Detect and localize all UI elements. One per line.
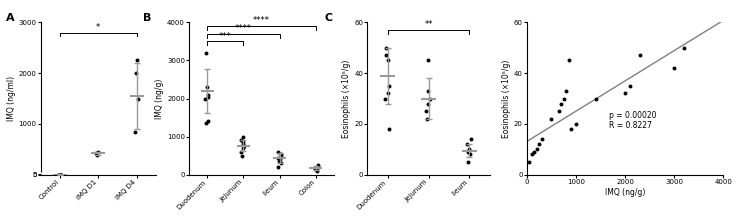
Point bbox=[565, 127, 577, 131]
Point bbox=[200, 97, 211, 100]
Point bbox=[53, 173, 65, 177]
Point bbox=[203, 120, 214, 123]
Point bbox=[236, 154, 248, 157]
Text: p = 0.00020
R = 0.8227: p = 0.00020 R = 0.8227 bbox=[609, 111, 657, 130]
Point bbox=[531, 148, 542, 151]
Point bbox=[200, 51, 212, 55]
Point bbox=[238, 144, 250, 148]
Point bbox=[202, 95, 214, 98]
Point bbox=[272, 159, 284, 163]
Text: B: B bbox=[143, 13, 151, 23]
Point bbox=[464, 148, 476, 151]
Point bbox=[235, 139, 247, 142]
Point bbox=[381, 59, 393, 62]
Point bbox=[590, 97, 602, 100]
Point bbox=[555, 102, 567, 106]
Point bbox=[383, 84, 395, 88]
Point bbox=[132, 97, 144, 100]
Point bbox=[200, 121, 212, 125]
Point bbox=[235, 150, 247, 154]
Point bbox=[619, 92, 631, 95]
Point bbox=[275, 152, 287, 155]
Point bbox=[553, 110, 565, 113]
Y-axis label: IMQ (ng/ml): IMQ (ng/ml) bbox=[7, 76, 16, 121]
Text: *: * bbox=[96, 23, 100, 32]
Point bbox=[462, 150, 474, 154]
Point bbox=[381, 54, 393, 57]
Point bbox=[237, 146, 249, 150]
X-axis label: IMQ (ng/g): IMQ (ng/g) bbox=[605, 188, 646, 197]
Text: A: A bbox=[7, 13, 15, 23]
Y-axis label: IMQ (ng/g): IMQ (ng/g) bbox=[155, 78, 164, 119]
Point bbox=[52, 173, 64, 177]
Point bbox=[462, 160, 473, 164]
Point bbox=[424, 97, 436, 100]
Point bbox=[421, 117, 433, 121]
Point bbox=[461, 142, 473, 146]
Point bbox=[536, 137, 548, 141]
Point bbox=[91, 153, 103, 157]
Point bbox=[131, 59, 142, 62]
Point bbox=[382, 92, 394, 95]
Point bbox=[312, 165, 324, 169]
Point bbox=[528, 150, 540, 154]
Point bbox=[55, 173, 67, 177]
Point bbox=[201, 85, 213, 89]
Text: ****: **** bbox=[253, 16, 270, 26]
Point bbox=[237, 142, 249, 146]
Point bbox=[309, 167, 321, 171]
Text: C: C bbox=[324, 13, 332, 23]
Y-axis label: Eosinophils (×10⁵/g): Eosinophils (×10⁵/g) bbox=[502, 59, 511, 138]
Point bbox=[570, 122, 582, 126]
Point bbox=[312, 164, 324, 167]
Point bbox=[275, 162, 286, 165]
Point bbox=[92, 150, 104, 154]
Point bbox=[465, 137, 477, 141]
Point bbox=[55, 173, 67, 177]
Text: ****: **** bbox=[235, 24, 252, 33]
Text: **: ** bbox=[424, 20, 433, 29]
Point bbox=[91, 152, 102, 155]
Point bbox=[272, 150, 283, 154]
Point bbox=[523, 160, 535, 164]
Point bbox=[545, 117, 557, 121]
Point bbox=[56, 173, 68, 177]
Point bbox=[203, 93, 214, 97]
Point bbox=[379, 97, 391, 100]
Point bbox=[312, 166, 324, 170]
Point bbox=[422, 59, 434, 62]
Point bbox=[311, 169, 323, 173]
Y-axis label: Eosinophils (×10⁵/g): Eosinophils (×10⁵/g) bbox=[342, 59, 352, 138]
Point bbox=[272, 165, 284, 169]
Point bbox=[130, 71, 142, 75]
Point bbox=[274, 158, 286, 161]
Point bbox=[678, 46, 690, 50]
Point bbox=[669, 66, 680, 70]
Point bbox=[558, 97, 570, 100]
Point bbox=[275, 154, 287, 157]
Point bbox=[526, 153, 538, 156]
Point bbox=[54, 173, 66, 177]
Point bbox=[272, 156, 283, 159]
Point bbox=[422, 102, 434, 106]
Point bbox=[562, 59, 574, 62]
Point bbox=[383, 127, 395, 131]
Point bbox=[634, 54, 646, 57]
Point bbox=[237, 141, 249, 144]
Point bbox=[624, 84, 636, 88]
Point bbox=[560, 89, 572, 93]
Point bbox=[533, 142, 545, 146]
Point bbox=[129, 130, 141, 133]
Point bbox=[464, 153, 476, 156]
Text: ***: *** bbox=[219, 32, 232, 41]
Point bbox=[422, 89, 434, 93]
Point bbox=[381, 46, 393, 50]
Point bbox=[237, 135, 249, 138]
Point bbox=[420, 110, 432, 113]
